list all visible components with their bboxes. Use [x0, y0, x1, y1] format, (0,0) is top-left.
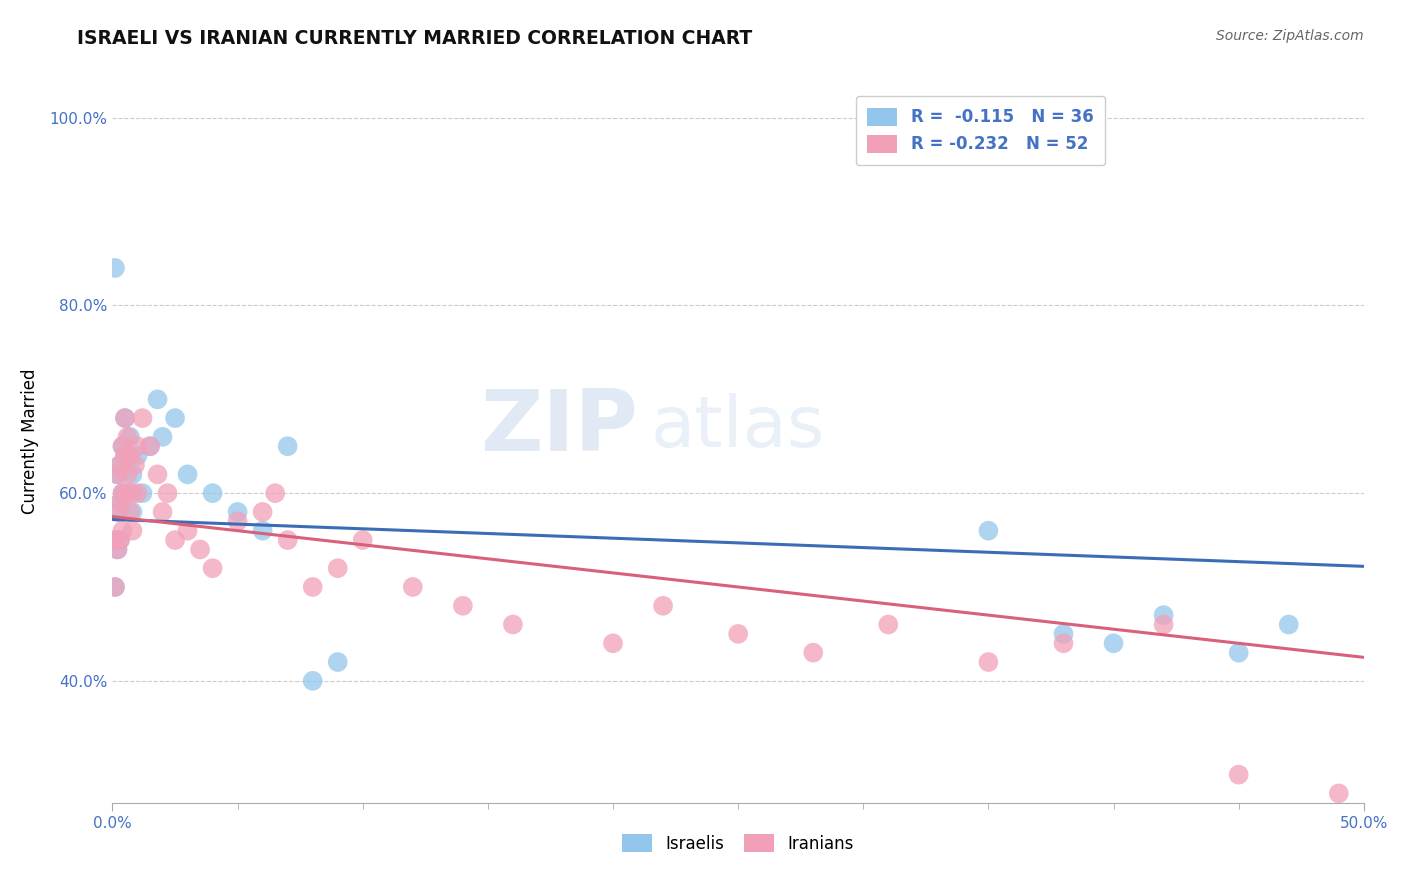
Point	[107, 505, 129, 519]
Point	[977, 655, 1000, 669]
Point	[121, 524, 143, 538]
Point	[131, 486, 153, 500]
Point	[139, 439, 162, 453]
Point	[602, 636, 624, 650]
Point	[1102, 636, 1125, 650]
Point	[107, 542, 129, 557]
Point	[124, 458, 146, 472]
Point	[1052, 636, 1074, 650]
Point	[121, 486, 143, 500]
Point	[176, 524, 198, 538]
Point	[1153, 608, 1175, 623]
Point	[1227, 767, 1250, 781]
Text: ZIP: ZIP	[481, 385, 638, 468]
Point	[108, 533, 131, 547]
Point	[111, 524, 134, 538]
Point	[451, 599, 474, 613]
Point	[277, 533, 299, 547]
Point	[111, 439, 134, 453]
Point	[111, 486, 134, 500]
Point	[114, 486, 136, 500]
Point	[117, 486, 139, 500]
Point	[127, 449, 149, 463]
Point	[277, 439, 299, 453]
Point	[117, 430, 139, 444]
Point	[226, 505, 249, 519]
Point	[176, 467, 198, 482]
Point	[111, 486, 134, 500]
Point	[107, 467, 129, 482]
Point	[107, 505, 129, 519]
Point	[201, 486, 224, 500]
Point	[977, 524, 1000, 538]
Point	[1052, 627, 1074, 641]
Point	[108, 533, 131, 547]
Point	[108, 495, 131, 509]
Point	[252, 524, 274, 538]
Point	[877, 617, 900, 632]
Point	[163, 533, 186, 547]
Point	[1153, 617, 1175, 632]
Point	[146, 467, 169, 482]
Point	[131, 411, 153, 425]
Point	[152, 430, 174, 444]
Point	[127, 439, 149, 453]
Point	[114, 411, 136, 425]
Point	[301, 673, 323, 688]
Point	[118, 430, 141, 444]
Point	[502, 617, 524, 632]
Point	[108, 495, 131, 509]
Point	[127, 486, 149, 500]
Point	[163, 411, 186, 425]
Point	[114, 411, 136, 425]
Point	[108, 458, 131, 472]
Point	[114, 449, 136, 463]
Point	[201, 561, 224, 575]
Point	[104, 260, 127, 275]
Point	[727, 627, 749, 641]
Point	[352, 533, 374, 547]
Point	[146, 392, 169, 407]
Text: Source: ZipAtlas.com: Source: ZipAtlas.com	[1216, 29, 1364, 43]
Point	[117, 467, 139, 482]
Point	[108, 458, 131, 472]
Point	[652, 599, 675, 613]
Point	[152, 505, 174, 519]
Point	[226, 514, 249, 528]
Point	[801, 646, 824, 660]
Text: ISRAELI VS IRANIAN CURRENTLY MARRIED CORRELATION CHART: ISRAELI VS IRANIAN CURRENTLY MARRIED COR…	[77, 29, 752, 47]
Point	[107, 467, 129, 482]
Point	[104, 533, 127, 547]
Point	[326, 655, 349, 669]
Point	[111, 439, 134, 453]
Legend: Israelis, Iranians: Israelis, Iranians	[616, 828, 860, 860]
Point	[402, 580, 425, 594]
Point	[1278, 617, 1301, 632]
Text: atlas: atlas	[651, 392, 825, 461]
Point	[301, 580, 323, 594]
Point	[104, 580, 127, 594]
Point	[1227, 646, 1250, 660]
Point	[121, 467, 143, 482]
Point	[118, 505, 141, 519]
Point	[118, 449, 141, 463]
Y-axis label: Currently Married: Currently Married	[21, 368, 38, 515]
Point	[252, 505, 274, 519]
Point	[156, 486, 179, 500]
Point	[104, 580, 127, 594]
Point	[139, 439, 162, 453]
Point	[121, 505, 143, 519]
Point	[107, 542, 129, 557]
Point	[114, 449, 136, 463]
Point	[264, 486, 287, 500]
Point	[326, 561, 349, 575]
Point	[188, 542, 211, 557]
Point	[1327, 786, 1350, 800]
Point	[104, 533, 127, 547]
